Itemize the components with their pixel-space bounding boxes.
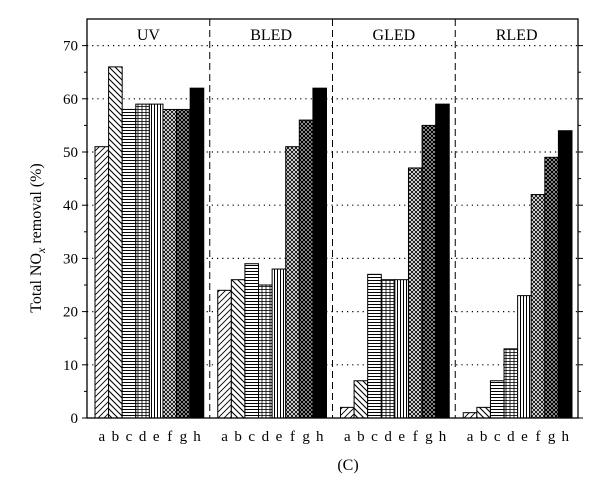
group-label: GLED bbox=[373, 27, 416, 44]
bar-bled-h bbox=[312, 87, 327, 419]
x-tick-label: c bbox=[248, 429, 255, 445]
x-tick-label: a bbox=[344, 429, 351, 445]
plot-frame bbox=[86, 18, 579, 419]
x-tick-label: b bbox=[234, 429, 242, 445]
x-tick-label: g bbox=[302, 429, 310, 445]
x-tick-label: f bbox=[536, 429, 541, 445]
x-tick-label: a bbox=[98, 429, 105, 445]
x-tick-label: c bbox=[371, 429, 378, 445]
group-label: UV bbox=[137, 27, 161, 44]
group-label: RLED bbox=[496, 27, 538, 44]
bar-rled-h bbox=[557, 130, 573, 419]
y-axis-label: Total NOx removal (%) bbox=[28, 163, 48, 313]
x-tick-label: e bbox=[153, 429, 160, 445]
x-tick-label: g bbox=[180, 429, 188, 445]
bar-bled-c bbox=[244, 263, 260, 419]
x-tick-label: c bbox=[494, 429, 501, 445]
x-tick-label: d bbox=[139, 429, 147, 445]
bar-bled-b bbox=[230, 279, 246, 419]
bar-rled-c bbox=[489, 380, 505, 419]
x-tick-label: b bbox=[112, 429, 120, 445]
y-tick-label: 0 bbox=[71, 411, 79, 427]
x-tick-label: d bbox=[507, 429, 515, 445]
y-tick-label: 60 bbox=[63, 92, 78, 108]
x-tick-label: e bbox=[398, 429, 405, 445]
bar-rled-g bbox=[544, 156, 559, 419]
bar-uv-g bbox=[176, 108, 191, 419]
y-tick-label: 10 bbox=[63, 358, 78, 374]
bar-gled-e bbox=[394, 279, 409, 419]
bar-uv-b bbox=[108, 66, 123, 419]
x-tick-label: h bbox=[316, 429, 324, 445]
x-tick-label: f bbox=[290, 429, 295, 445]
y-tick-label: 40 bbox=[63, 198, 78, 214]
bar-uv-d bbox=[135, 103, 150, 419]
x-tick-label: d bbox=[262, 429, 270, 445]
y-tick-label: 70 bbox=[63, 39, 78, 55]
group-label: BLED bbox=[250, 27, 292, 44]
x-tick-label: e bbox=[276, 429, 283, 445]
bar-gled-f bbox=[407, 167, 423, 419]
bar-gled-d bbox=[380, 279, 396, 419]
bar-uv-e bbox=[148, 103, 164, 419]
y-tick-label: 20 bbox=[63, 305, 78, 321]
bar-uv-f bbox=[162, 108, 178, 419]
bar-bled-f bbox=[285, 146, 300, 419]
x-tick-label: h bbox=[193, 429, 201, 445]
x-tick-label: d bbox=[384, 429, 392, 445]
x-tick-label: f bbox=[167, 429, 172, 445]
x-tick-label: h bbox=[561, 429, 569, 445]
x-tick-label: g bbox=[548, 429, 556, 445]
x-tick-label: g bbox=[425, 429, 433, 445]
bar-gled-c bbox=[367, 273, 382, 419]
y-tick-label: 30 bbox=[63, 251, 78, 267]
bar-bled-a bbox=[217, 289, 232, 419]
y-tick-label: 50 bbox=[63, 145, 78, 161]
bar-bled-g bbox=[298, 119, 314, 419]
bar-rled-f bbox=[530, 194, 546, 419]
x-tick-label: h bbox=[439, 429, 447, 445]
bars bbox=[94, 66, 573, 419]
bar-gled-a bbox=[340, 406, 355, 419]
bar-gled-h bbox=[435, 103, 450, 419]
x-tick-label: b bbox=[480, 429, 488, 445]
bar-rled-a bbox=[462, 412, 478, 419]
chart-caption: (C) bbox=[337, 457, 358, 474]
grid-lines bbox=[87, 19, 578, 418]
x-tick-label: f bbox=[413, 429, 418, 445]
bar-uv-a bbox=[94, 146, 110, 419]
bar-rled-d bbox=[503, 348, 519, 419]
bar-gled-g bbox=[421, 124, 437, 419]
bar-uv-h bbox=[189, 87, 205, 419]
x-tick-label: e bbox=[521, 429, 528, 445]
x-tick-label: c bbox=[126, 429, 133, 445]
y-axis-label-unit: removal (%) bbox=[28, 163, 45, 247]
x-tick-label: b bbox=[357, 429, 365, 445]
bar-uv-c bbox=[121, 108, 137, 419]
x-tick-label: a bbox=[467, 429, 474, 445]
x-tick-label: a bbox=[221, 429, 228, 445]
bar-rled-e bbox=[517, 295, 532, 419]
bar-bled-e bbox=[271, 268, 287, 419]
bar-rled-b bbox=[476, 406, 491, 419]
bar-bled-d bbox=[258, 284, 273, 419]
y-axis-label-main: Total NO bbox=[28, 253, 45, 313]
bar-gled-b bbox=[353, 380, 369, 419]
y-axis-label-subscript: x bbox=[34, 247, 48, 254]
